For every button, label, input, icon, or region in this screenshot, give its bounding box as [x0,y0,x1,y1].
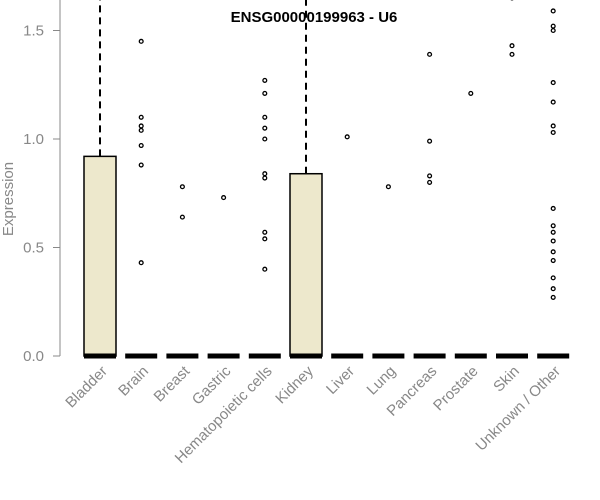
outlier-point [427,179,433,185]
outlier-point [138,260,144,266]
y-tick-label: 0.0 [23,348,44,365]
outlier-point [550,286,556,292]
outlier-point [550,257,556,264]
y-tick-label: 0.5 [23,240,44,257]
outlier-point [427,51,433,57]
box-group [537,8,570,359]
outlier-point [262,175,268,181]
outlier-point [262,125,268,131]
box-group [372,184,405,359]
x-tick-label: Kidney [272,362,317,407]
outlier-point [138,142,144,149]
outlier-point [385,184,391,190]
outlier-point [550,205,556,211]
y-tick-label: 1.0 [23,131,44,148]
outlier-point [550,23,556,29]
x-tick-label: Liver [323,363,358,398]
x-tick-label: Brain [115,363,152,400]
x-tick-label: Prostate [430,363,482,415]
outlier-point [262,77,268,83]
box-group [496,0,528,359]
outlier-point [427,173,433,179]
box [83,155,117,357]
box-group [331,134,364,359]
boxes [83,0,570,359]
outlier-point [468,90,474,96]
outlier-point [262,229,268,235]
outlier-point [550,129,556,136]
outlier-point [344,134,350,140]
outlier-point [179,214,185,220]
y-axis: 0.00.51.01.52.02.5 [23,0,61,365]
outlier-point [262,114,268,120]
outlier-point [550,229,556,235]
outlier-point [138,38,144,44]
outlier-point [550,238,556,244]
box-group [454,90,487,359]
outlier-point [221,195,227,201]
outlier-point [550,27,556,34]
outlier-point [262,236,268,242]
x-tick-label: Bladder [62,363,111,412]
outlier-point [262,266,268,272]
outlier-point [262,90,268,96]
box [289,172,323,357]
outlier-point [427,138,433,144]
y-axis-label: Expression [0,162,17,236]
outlier-point [550,80,556,86]
x-tick-label: Skin [490,363,523,396]
outlier-point [550,223,556,229]
box-group [125,38,158,359]
outlier-point [138,123,144,129]
box-group [83,0,117,359]
outlier-point [550,249,556,255]
outlier-point [550,275,556,281]
outlier-point [509,43,515,49]
outlier-point [509,51,515,57]
box-group [207,195,240,359]
y-tick-label: 1.5 [23,23,44,40]
outlier-point [550,8,556,14]
box-group [166,184,199,359]
chart-title: ENSG00000199963 - U6 [231,9,398,26]
x-tick-label: Lung [364,363,400,399]
box-group [248,77,281,359]
outlier-point [179,184,185,190]
outlier-point [550,294,556,300]
outlier-point [138,127,144,133]
box-group [413,51,446,359]
x-tick-label: Breast [151,362,194,405]
outlier-point [550,123,556,129]
outlier-point [550,99,556,105]
outlier-point [262,171,268,177]
outlier-point [262,136,268,142]
box-group [289,0,323,359]
outlier-point [138,162,144,168]
outlier-point [138,114,144,120]
